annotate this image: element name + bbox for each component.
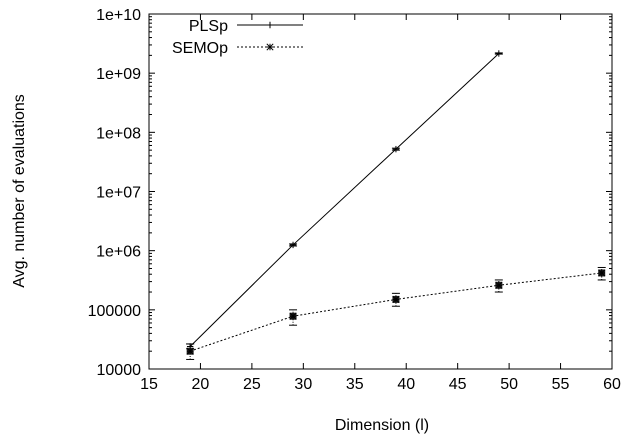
data-point [392,295,400,303]
x-tick-label: 50 [500,376,518,393]
y-axis-title: Avg. number of evaluations [11,94,28,288]
marker-stroke [392,295,400,303]
y-tick-label: 1e+09 [96,66,141,83]
y-tick-label: 100000 [88,303,141,320]
data-point [392,145,400,153]
y-tick-label: 1e+08 [96,125,141,142]
y-tick-label: 1e+06 [96,244,141,261]
legend-marker [266,43,274,51]
x-tick-label: 15 [140,376,158,393]
x-tick-label: 20 [192,376,210,393]
legend-item-semop: SEMOp [172,40,303,57]
marker-stroke [186,347,194,355]
y-tick-label: 1e+07 [96,185,141,202]
series-group [186,50,606,360]
x-tick-label: 30 [294,376,312,393]
series-line [189,272,602,352]
data-point [289,312,297,320]
legend-label: PLSp [189,18,228,35]
legend-marker [266,21,274,29]
data-point [186,347,194,355]
series-plsp [186,50,503,350]
marker-stroke [266,43,274,51]
x-tick-label: 55 [552,376,570,393]
axes: 15 20 25 30 35 40 45 50 55 60 10000 100000 1e+06 1e+0… [88,7,621,393]
x-tick-label: 35 [346,376,364,393]
data-point [495,50,503,57]
marker-stroke [495,281,503,289]
marker-stroke [598,269,606,277]
data-point [598,269,606,277]
x-tick-label: 25 [243,376,261,393]
x-axis-title: Dimension (l) [335,417,429,434]
y-tick-label: 10000 [97,362,142,379]
data-point [289,241,297,249]
x-tick-label: 60 [603,376,621,393]
x-tick-label: 40 [397,376,415,393]
plot-frame [148,13,613,370]
data-point [495,281,503,289]
legend-item-plsp: PLSp [189,18,303,35]
y-tick-label: 1e+10 [96,7,141,24]
marker-stroke [289,312,297,320]
x-tick-label: 45 [449,376,467,393]
legend: PLSp SEMOp [172,18,303,57]
legend-label: SEMOp [172,40,228,57]
series-semop [186,266,606,360]
series-line [189,53,500,347]
